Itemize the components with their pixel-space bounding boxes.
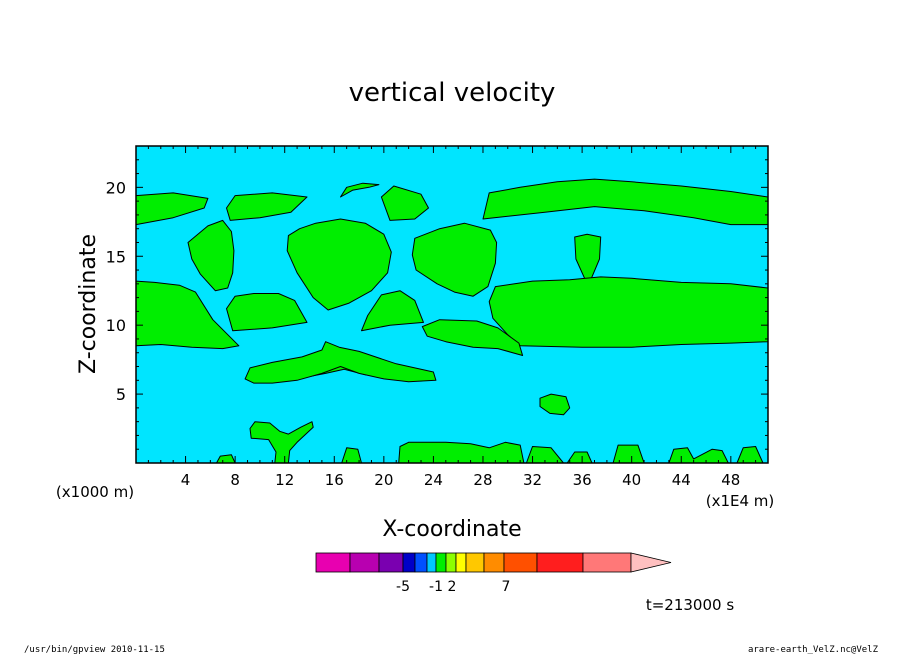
contour-region-2 (482, 178, 769, 226)
contour-region-6 (187, 219, 235, 292)
contour-regions (135, 178, 769, 464)
colorbar-swatch-4 (402, 552, 416, 573)
colorbar-swatch-8 (445, 552, 457, 573)
contour-region-3 (226, 192, 308, 221)
x-tick-label: 36 (573, 471, 592, 489)
x-tick-label: 28 (473, 471, 492, 489)
x-tick-label: 8 (230, 471, 240, 489)
contour-region-25 (668, 447, 729, 464)
footer-right: arare-earth_VelZ.nc@VelZ (748, 645, 879, 654)
colorbar-labels: -5 -1 2 7 (396, 579, 510, 595)
x-tick-label: 20 (374, 471, 393, 489)
y-axis-ticks: 5 10 15 20 (106, 159, 768, 450)
x-tick-label: 4 (181, 471, 191, 489)
x-axis-unit: (x1E4 m) (706, 492, 775, 510)
y-tick-label: 10 (106, 316, 126, 335)
footer-left: /usr/bin/gpview 2010-11-15 (24, 645, 165, 654)
contour-region-5 (340, 182, 380, 198)
contour-region-17 (539, 393, 571, 416)
x-tick-label: 24 (424, 471, 443, 489)
colorbar-swatch-10 (465, 552, 485, 573)
plot-frame (135, 145, 769, 464)
contour-region-11 (488, 276, 769, 348)
x-tick-label: 48 (721, 471, 740, 489)
contour-region-10 (135, 280, 240, 350)
colorbar-swatch-9 (455, 552, 467, 573)
colorbar-label: -1 (429, 579, 443, 595)
x-tick-label: 12 (275, 471, 294, 489)
colorbar-swatch-5 (414, 552, 428, 573)
contour-region-14 (421, 319, 524, 356)
colorbar-swatch-1 (315, 552, 351, 573)
y-tick-label: 5 (116, 385, 126, 404)
contour-region-7 (286, 218, 392, 311)
contour-region-8 (411, 222, 498, 297)
contour-region-12 (226, 293, 308, 332)
colorbar (315, 552, 672, 573)
x-tick-label: 32 (523, 471, 542, 489)
colorbar-swatch-2 (349, 552, 380, 573)
y-tick-label: 15 (106, 247, 126, 266)
colorbar-label: -5 (396, 579, 410, 595)
x-axis-label: X-coordinate (382, 517, 521, 542)
colorbar-swatch-12 (503, 552, 538, 573)
colorbar-swatch-11 (483, 552, 505, 573)
colorbar-swatch-3 (378, 552, 404, 573)
colorbar-swatch-6 (426, 552, 437, 573)
time-label: t=213000 s (646, 596, 734, 614)
contour-region-21 (398, 441, 525, 464)
contour-region-4 (380, 185, 429, 221)
colorbar-label: 2 (448, 579, 457, 595)
y-tick-label: 20 (106, 178, 126, 197)
colorbar-label: 7 (502, 579, 511, 595)
colorbar-swatch-14 (582, 552, 632, 573)
contour-region-16 (244, 341, 437, 384)
x-axis-ticks: 4 8 12 16 20 24 28 32 36 40 44 48 (147, 146, 757, 489)
colorbar-extend-arrow (630, 552, 672, 573)
colorbar-swatch-7 (435, 552, 447, 573)
x-tick-label: 40 (622, 471, 641, 489)
y-axis-unit: (x1000 m) (56, 483, 134, 501)
x-tick-label: 16 (325, 471, 344, 489)
y-axis-label: Z-coordinate (76, 234, 101, 374)
chart-title: vertical velocity (349, 78, 556, 108)
contour-region-18 (249, 421, 314, 464)
x-tick-label: 44 (672, 471, 691, 489)
colorbar-swatch-13 (536, 552, 584, 573)
contour-region-13 (361, 290, 424, 332)
